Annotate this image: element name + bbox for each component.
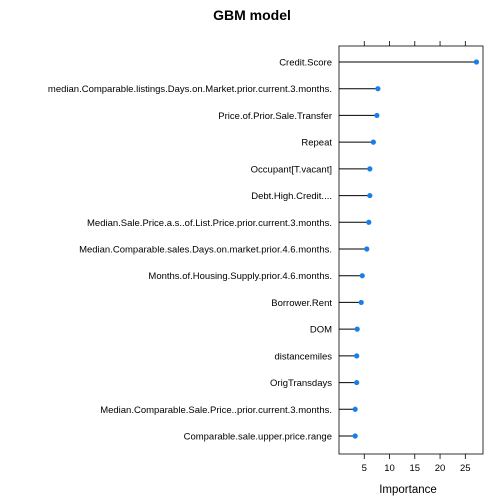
- x-tick-labels: 5 10 15 20 25: [362, 463, 471, 474]
- importance-points: [352, 59, 480, 439]
- top-axis-ticks: [363, 41, 466, 46]
- x-tick-label: 5: [362, 463, 367, 474]
- x-tick-label: 20: [435, 463, 446, 474]
- importance-point: [354, 326, 360, 332]
- importance-point: [354, 353, 360, 359]
- importance-point: [473, 59, 480, 65]
- importance-point: [359, 273, 365, 279]
- variable-label: Occupant[T.vacant]: [251, 164, 332, 175]
- variable-label: Months.of.Housing.Supply.prior.4.6.month…: [148, 271, 332, 282]
- importance-point: [374, 112, 380, 119]
- variable-label: median.Comparable.listings.Days.on.Marke…: [48, 84, 332, 95]
- variable-label: Price.of.Prior.Sale.Transfer: [218, 111, 332, 122]
- importance-point: [366, 219, 372, 225]
- importance-point: [352, 406, 358, 412]
- variable-labels: Credit.Score median.Comparable.listings.D…: [48, 58, 332, 443]
- variable-label: Comparable.sale.upper.price.range: [184, 432, 332, 443]
- importance-point: [370, 139, 376, 145]
- variable-label: Repeat: [301, 138, 332, 149]
- importance-point: [364, 246, 370, 252]
- variable-label: Median.Comparable.sales.Days.on.market.p…: [79, 245, 332, 256]
- importance-point: [358, 299, 364, 306]
- importance-point: [354, 379, 360, 386]
- variable-label: Borrower.Rent: [271, 298, 332, 309]
- variable-label: Median.Comparable.Sale.Price..prior.curr…: [100, 405, 332, 416]
- importance-point: [367, 166, 373, 172]
- variable-label: Median.Sale.Price.a.s..of.List.Price.pri…: [87, 218, 332, 229]
- variable-label: distancemiles: [274, 351, 332, 362]
- variable-label: DOM: [310, 325, 332, 336]
- importance-stems: [339, 61, 477, 437]
- variable-label: OrigTransdays: [270, 378, 332, 389]
- x-axis-label: Importance: [379, 484, 437, 496]
- x-tick-label: 10: [384, 463, 395, 474]
- importance-point: [375, 86, 381, 92]
- x-tick-label: 15: [410, 463, 421, 474]
- variable-label: Credit.Score: [279, 58, 332, 69]
- variable-label: Debt.High.Credit....: [251, 191, 332, 202]
- plot-frame: [338, 45, 484, 455]
- bottom-axis-ticks: [363, 454, 466, 459]
- importance-point: [367, 192, 373, 199]
- x-tick-label: 25: [460, 463, 471, 474]
- importance-point: [352, 433, 358, 439]
- chart-title: GBM model: [213, 7, 291, 23]
